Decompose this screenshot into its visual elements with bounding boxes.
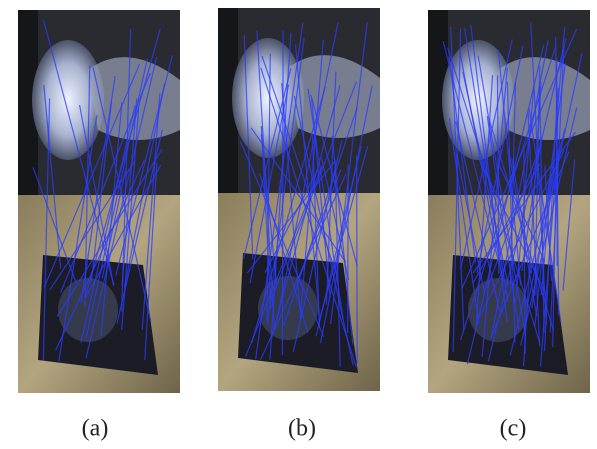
panel-image <box>18 10 180 393</box>
panel-label: (b) <box>288 416 316 442</box>
page: (a) (b) (c) (() => { const data = JSON.p… <box>0 0 597 449</box>
figure: (a) (b) (c) <box>0 0 597 449</box>
panel-label: (c) <box>500 416 527 442</box>
match-line <box>348 164 349 332</box>
panel-image <box>218 8 380 391</box>
match-line <box>282 31 283 355</box>
panel-image <box>428 10 590 393</box>
panel-label: (a) <box>82 416 109 442</box>
